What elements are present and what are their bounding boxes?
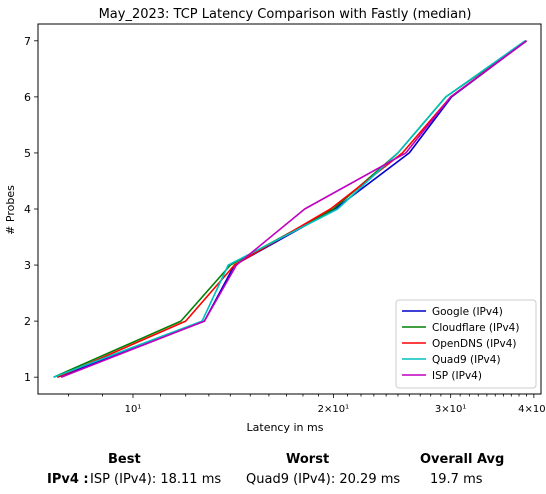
y-tick-label: 4 [24, 203, 31, 216]
best-value: ISP (IPv4): 18.11 ms [90, 472, 222, 487]
worst-header: Worst [286, 452, 330, 467]
legend-label: OpenDNS (IPv4) [432, 338, 517, 350]
legend-label: Cloudflare (IPv4) [432, 322, 519, 334]
overall-avg-header: Overall Avg [420, 452, 505, 467]
x-tick-label: 3×10¹ [435, 404, 466, 415]
y-tick-label: 7 [24, 35, 31, 48]
x-tick-label: 4×10¹ [518, 404, 546, 415]
axis-ticks: 10¹ 2×10¹ 3×10¹ 4×10¹ 1 2 3 4 5 6 7 [24, 35, 546, 415]
y-tick-label: 3 [24, 259, 31, 272]
y-tick-label: 1 [24, 371, 31, 384]
series-line [53, 40, 526, 378]
legend-label: Quad9 (IPv4) [432, 354, 501, 366]
y-tick-label: 5 [24, 147, 31, 160]
chart-title: May_2023: TCP Latency Comparison with Fa… [99, 7, 472, 22]
x-axis-label: Latency in ms [247, 421, 324, 434]
x-tick-label: 10¹ [125, 404, 142, 415]
worst-value: Quad9 (IPv4): 20.29 ms [246, 472, 401, 487]
summary-stats: Best Worst Overall Avg IPv4 : ISP (IPv4)… [0, 448, 546, 494]
y-tick-label: 2 [24, 315, 31, 328]
legend-label: ISP (IPv4) [432, 370, 482, 382]
series-line [60, 40, 527, 378]
legend-box [395, 299, 537, 389]
series-lines [53, 40, 527, 378]
best-header: Best [108, 452, 141, 467]
legend-label: Google (IPv4) [432, 306, 503, 318]
legend: Google (IPv4) Cloudflare (IPv4) OpenDNS (I… [395, 299, 537, 389]
ipv4-row-label: IPv4 : [47, 472, 89, 487]
y-tick-label: 6 [24, 91, 31, 104]
overall-avg-value: 19.7 ms [430, 472, 483, 487]
x-tick-label: 2×10¹ [318, 404, 349, 415]
y-axis-label: # Probes [4, 185, 17, 235]
latency-chart: May_2023: TCP Latency Comparison with Fa… [4, 7, 546, 434]
